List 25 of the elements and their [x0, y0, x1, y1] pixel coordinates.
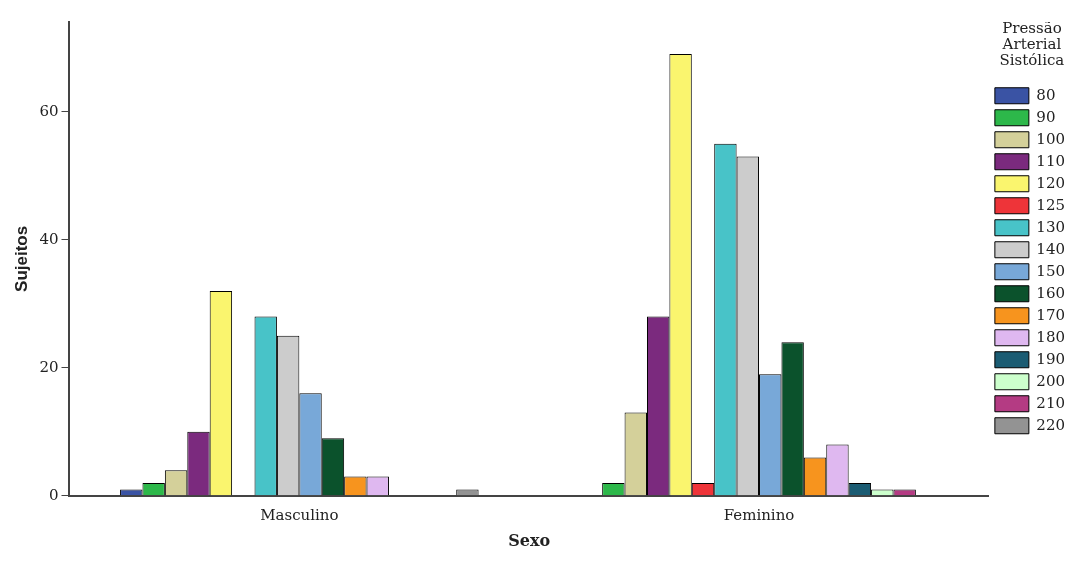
x-axis-title: Sexo: [508, 530, 551, 550]
y-tick-label: 60: [39, 101, 59, 120]
legend-label: 170: [1036, 305, 1066, 324]
legend-label: 160: [1036, 283, 1066, 302]
y-tick-label: 40: [39, 229, 59, 248]
y-axis-title: Sujeitos: [11, 225, 31, 292]
legend-label: 90: [1036, 107, 1056, 126]
legend-label: 100: [1036, 129, 1066, 148]
legend-label: 110: [1036, 151, 1066, 170]
legend-label: 200: [1036, 371, 1066, 390]
legend-label: 140: [1036, 239, 1066, 258]
legend-label: 220: [1036, 415, 1066, 434]
legend-label: 80: [1036, 85, 1056, 104]
legend-label: 125: [1036, 195, 1066, 214]
legend-label: 210: [1036, 393, 1066, 412]
y-tick-label: 0: [48, 485, 59, 504]
legend-label: 150: [1036, 261, 1066, 280]
x-tick-label: Masculino: [260, 505, 339, 524]
legend-label: 180: [1036, 327, 1066, 346]
legend-title: Pressão Arterial Sistólica: [999, 19, 1065, 69]
legend-label: 120: [1036, 173, 1066, 192]
legend-label: 130: [1036, 217, 1066, 236]
y-tick-label: 20: [39, 357, 59, 376]
x-tick-label: Feminino: [723, 505, 795, 524]
legend-label: 190: [1036, 349, 1066, 368]
